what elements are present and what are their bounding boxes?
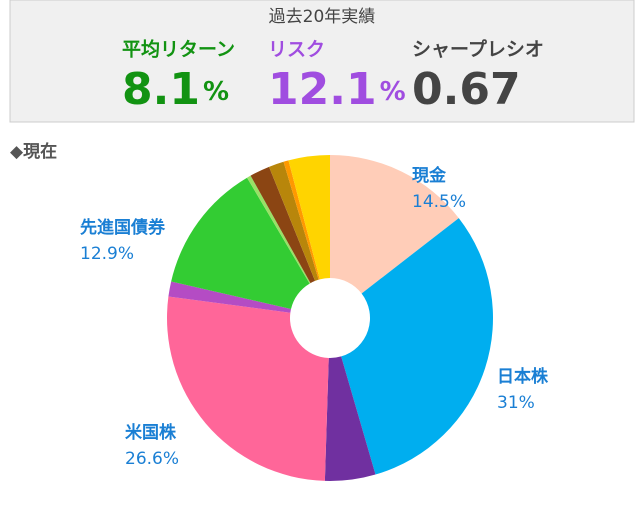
pie-slice <box>269 161 319 281</box>
stat-label: 平均リターン <box>122 38 235 61</box>
stat-value-group: 8.1% <box>122 64 229 115</box>
stats: 平均リターン 8.1 % リスク 12.1 % シャープレシオ 0.67 <box>122 38 544 116</box>
pie-slice <box>247 175 311 284</box>
stat-unit: % <box>380 77 406 107</box>
pie-slice <box>283 160 320 280</box>
stat-value-group: 12.1% <box>268 64 406 115</box>
slice-label: 日本株 <box>497 366 549 387</box>
slice-label: 現金 <box>412 165 447 186</box>
pie-slice <box>250 166 316 284</box>
pie: 現金 14.5% 日本株 31% 米国株 26.6% 先進国債券 12.9% <box>80 155 549 481</box>
slice-label: 米国株 <box>125 422 177 443</box>
slice-value-label: 12.9% <box>80 244 134 264</box>
pie-slice <box>341 218 493 475</box>
pie-slice <box>330 155 459 294</box>
pie-slice <box>168 281 292 313</box>
slice-value-label: 31% <box>497 393 535 413</box>
stats-title: 過去20年実績 <box>269 7 376 27</box>
pie-slice <box>166 296 329 481</box>
pie-slice <box>324 356 376 481</box>
stat-label: シャープレシオ <box>412 38 544 61</box>
stat-value: 12.1 <box>268 64 377 115</box>
slice-value-label: 14.5% <box>412 192 466 212</box>
slice-label: 先進国債券 <box>80 217 166 238</box>
stat-label: リスク <box>268 39 325 61</box>
pie-slice <box>288 155 330 280</box>
pie-slice <box>171 177 310 310</box>
stat-unit: % <box>203 77 229 107</box>
slice-value-label: 26.6% <box>125 449 179 469</box>
section-title: ◆現在 <box>10 141 57 162</box>
stats-box <box>9 0 635 123</box>
stat-value: 8.1 <box>122 64 200 115</box>
stat-value: 0.67 <box>412 64 521 115</box>
stat-value-group: 0.67 <box>412 64 521 115</box>
